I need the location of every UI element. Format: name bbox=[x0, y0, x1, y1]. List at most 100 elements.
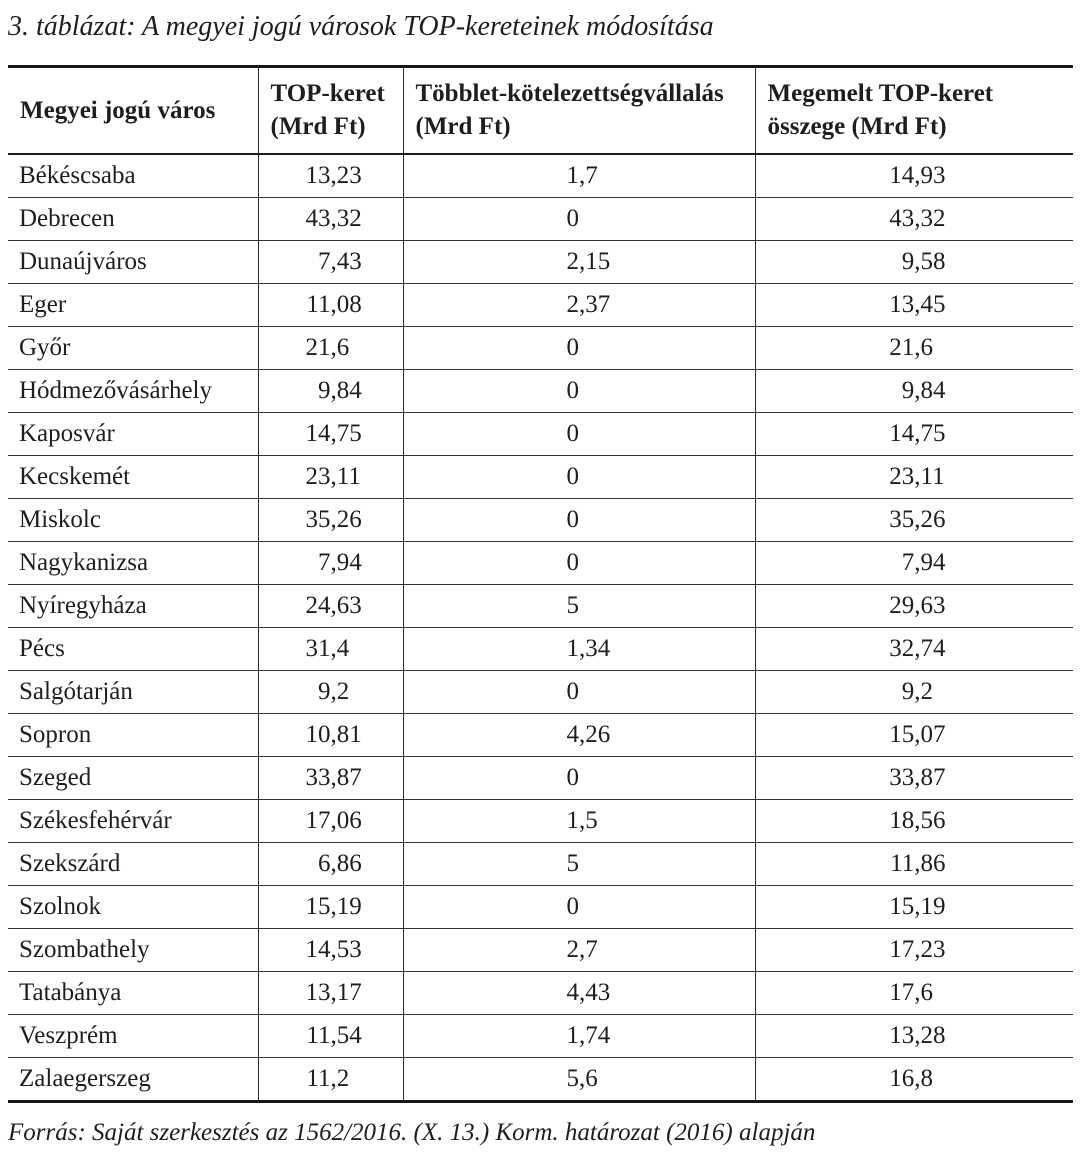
megemelt-cell: 32,74 bbox=[754, 626, 1073, 671]
table-row: Szeged 33,87 0 33,87 bbox=[8, 755, 1073, 800]
megemelt-cell: 9,58 bbox=[754, 239, 1073, 284]
city-cell: Szeged bbox=[8, 755, 258, 800]
tobblet-cell: 0 bbox=[402, 497, 755, 542]
top-keret-cell: 14,53 bbox=[257, 927, 403, 972]
city-cell: Kaposvár bbox=[8, 411, 258, 456]
header-city: Megyei jogú város bbox=[8, 66, 258, 155]
header-row: Megyei jogú város TOP-keret (Mrd Ft) Töb… bbox=[8, 66, 1073, 155]
megemelt-cell: 13,45 bbox=[754, 282, 1073, 327]
top-keret-cell: 24,63 bbox=[257, 583, 403, 628]
top-keret-cell: 11,54 bbox=[257, 1013, 403, 1058]
city-cell: Zalaegerszeg bbox=[8, 1056, 258, 1102]
city-cell: Debrecen bbox=[8, 196, 258, 241]
megemelt-cell: 15,07 bbox=[754, 712, 1073, 757]
table-row: Szolnok 15,19 0 15,19 bbox=[8, 884, 1073, 929]
city-cell: Pécs bbox=[8, 626, 258, 671]
table-row: Eger 11,08 2,37 13,45 bbox=[8, 282, 1073, 327]
tobblet-cell: 0 bbox=[402, 454, 755, 499]
tobblet-cell: 0 bbox=[402, 196, 755, 241]
table-row: Salgótarján 9,2 0 9,2 bbox=[8, 669, 1073, 714]
table-row: Hódmezővásárhely 9,84 0 9,84 bbox=[8, 368, 1073, 413]
tobblet-cell: 0 bbox=[402, 540, 755, 585]
megemelt-cell: 15,19 bbox=[754, 884, 1073, 929]
megemelt-cell: 43,32 bbox=[754, 196, 1073, 241]
megemelt-cell: 11,86 bbox=[754, 841, 1073, 886]
city-cell: Kecskemét bbox=[8, 454, 258, 499]
top-keret-cell: 23,11 bbox=[257, 454, 403, 499]
city-cell: Hódmezővásárhely bbox=[8, 368, 258, 413]
table-row: Veszprém 11,54 1,74 13,28 bbox=[8, 1013, 1073, 1058]
megemelt-cell: 7,94 bbox=[754, 540, 1073, 585]
tobblet-cell: 1,7 bbox=[402, 153, 755, 198]
header-top-keret-line1: TOP-keret bbox=[270, 80, 385, 108]
document-page: 3. táblázat: A megyei jogú városok TOP-k… bbox=[8, 11, 1073, 1146]
tobblet-cell: 1,74 bbox=[402, 1013, 755, 1058]
top-keret-cell: 17,06 bbox=[257, 798, 403, 843]
top-keret-cell: 31,4 bbox=[257, 626, 403, 671]
top-keret-cell: 35,26 bbox=[257, 497, 403, 542]
top-keret-cell: 6,86 bbox=[257, 841, 403, 886]
megemelt-cell: 16,8 bbox=[754, 1056, 1073, 1102]
tobblet-cell: 5 bbox=[402, 583, 755, 628]
city-cell: Szolnok bbox=[8, 884, 258, 929]
megemelt-cell: 17,6 bbox=[754, 970, 1073, 1015]
table-row: Kecskemét 23,11 0 23,11 bbox=[8, 454, 1073, 499]
city-cell: Győr bbox=[8, 325, 258, 370]
tobblet-cell: 4,43 bbox=[402, 970, 755, 1015]
header-megemelt: Megemelt TOP-keret összege (Mrd Ft) bbox=[754, 66, 1073, 155]
tobblet-cell: 2,7 bbox=[402, 927, 755, 972]
top-keret-cell: 11,08 bbox=[257, 282, 403, 327]
city-cell: Nyíregyháza bbox=[8, 583, 258, 628]
header-megemelt-line2: összege (Mrd Ft) bbox=[767, 113, 947, 141]
header-top-keret: TOP-keret (Mrd Ft) bbox=[257, 66, 403, 155]
city-cell: Veszprém bbox=[8, 1013, 258, 1058]
megemelt-cell: 33,87 bbox=[754, 755, 1073, 800]
table-row: Dunaújváros 7,43 2,15 9,58 bbox=[8, 239, 1073, 284]
megemelt-cell: 21,6 bbox=[754, 325, 1073, 370]
city-cell: Békéscsaba bbox=[19, 161, 136, 189]
top-keret-cell: 10,81 bbox=[257, 712, 403, 757]
top-keret-cell: 9,2 bbox=[257, 669, 403, 714]
city-cell: Dunaújváros bbox=[8, 239, 258, 284]
top-keret-cell: 15,19 bbox=[257, 884, 403, 929]
header-tobblet-line2: (Mrd Ft) bbox=[415, 113, 511, 141]
table-row: Sopron 10,81 4,26 15,07 bbox=[8, 712, 1073, 757]
table-row: Székesfehérvár 17,06 1,5 18,56 bbox=[8, 798, 1073, 843]
tobblet-cell: 1,34 bbox=[402, 626, 755, 671]
top-keret-cell: 7,43 bbox=[257, 239, 403, 284]
megemelt-cell: 14,93 bbox=[754, 153, 1073, 198]
megemelt-cell: 18,56 bbox=[754, 798, 1073, 843]
table-row: Pécs 31,4 1,34 32,74 bbox=[8, 626, 1073, 671]
tobblet-cell: 4,26 bbox=[402, 712, 755, 757]
table-row: Nagykanizsa 7,94 0 7,94 bbox=[8, 540, 1073, 585]
table-row: Miskolc 35,26 0 35,26 bbox=[8, 497, 1073, 542]
city-cell: Székesfehérvár bbox=[8, 798, 258, 843]
megemelt-cell: 14,75 bbox=[754, 411, 1073, 456]
megemelt-cell: 17,23 bbox=[754, 927, 1073, 972]
megemelt-cell: 29,63 bbox=[754, 583, 1073, 628]
header-tobblet-line1: Többlet-kötelezettségvállalás bbox=[415, 80, 724, 108]
city-cell: Tatabánya bbox=[8, 970, 258, 1015]
megemelt-cell: 9,2 bbox=[754, 669, 1073, 714]
top-keret-cell: 9,84 bbox=[257, 368, 403, 413]
table-row: Nyíregyháza 24,63 5 29,63 bbox=[8, 583, 1073, 628]
top-keret-cell: 33,87 bbox=[257, 755, 403, 800]
tobblet-cell: 0 bbox=[402, 325, 755, 370]
megemelt-cell: 23,11 bbox=[754, 454, 1073, 499]
city-cell: Sopron bbox=[8, 712, 258, 757]
megemelt-cell: 9,84 bbox=[754, 368, 1073, 413]
city-cell: Eger bbox=[8, 282, 258, 327]
tobblet-cell: 0 bbox=[402, 669, 755, 714]
table-row: Tatabánya 13,17 4,43 17,6 bbox=[8, 970, 1073, 1015]
city-cell: Szombathely bbox=[8, 927, 258, 972]
table-row: Zalaegerszeg 11,2 5,6 16,8 bbox=[8, 1056, 1073, 1102]
table-row: Békéscsaba 13,23 1,7 14,93 bbox=[8, 153, 1073, 198]
city-cell: Nagykanizsa bbox=[8, 540, 258, 585]
tobblet-cell: 0 bbox=[402, 411, 755, 456]
tobblet-cell: 0 bbox=[402, 368, 755, 413]
city-cell: Szekszárd bbox=[8, 841, 258, 886]
top-keret-cell: 14,75 bbox=[257, 411, 403, 456]
source-note: Forrás: Saját szerkesztés az 1562/2016. … bbox=[8, 1118, 816, 1146]
table-row: Győr 21,6 0 21,6 bbox=[8, 325, 1073, 370]
tobblet-cell: 1,5 bbox=[402, 798, 755, 843]
